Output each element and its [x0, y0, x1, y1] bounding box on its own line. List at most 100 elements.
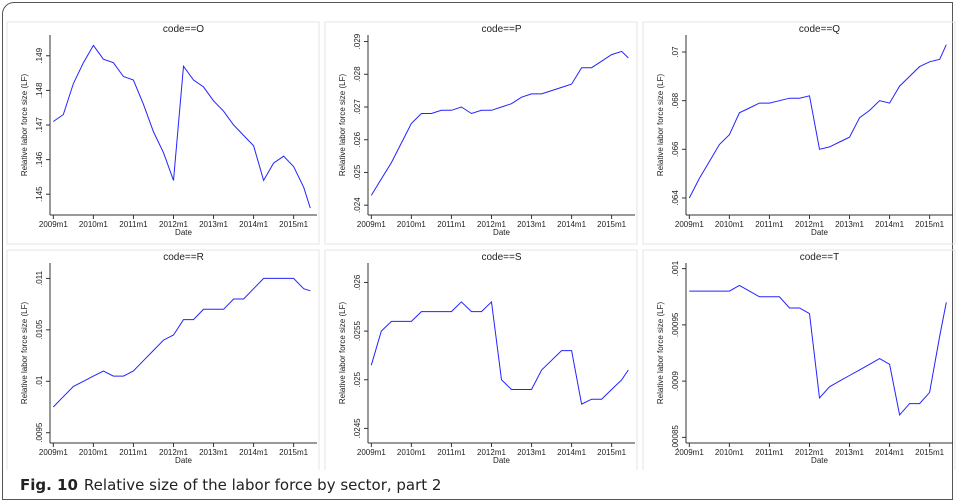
- x-tick-label: 2011m1: [437, 220, 466, 229]
- y-tick-label: .011: [35, 270, 44, 286]
- chart-title: code==T: [800, 252, 839, 263]
- x-tick-label: 2013m1: [517, 220, 546, 229]
- y-tick-label: .00095: [671, 312, 680, 337]
- x-tick-label: 2011m1: [755, 220, 784, 229]
- x-tick-label: 2012m1: [477, 220, 506, 229]
- data-line: [53, 44, 311, 209]
- x-tick-label: 2009m1: [357, 448, 386, 457]
- x-tick-label: 2012m1: [159, 448, 188, 457]
- y-tick-label: .066: [671, 141, 680, 157]
- data-line: [370, 300, 629, 405]
- x-tick-label: 2014m1: [239, 448, 268, 457]
- x-axis-label: Date: [493, 456, 510, 465]
- x-tick-label: 2013m1: [835, 220, 864, 229]
- y-axis-label: Relative labor force size (LF): [20, 302, 29, 405]
- y-axis-label: Relative labor force size (LF): [338, 74, 347, 177]
- y-tick-label: .026: [353, 274, 362, 290]
- y-tick-label: .028: [353, 66, 362, 82]
- y-tick-label: .068: [671, 92, 680, 108]
- x-tick-label: 2009m1: [39, 448, 68, 457]
- panel-frame: [6, 249, 320, 470]
- caption-text: Relative size of the labor force by sect…: [83, 476, 442, 494]
- panel: code==S .0245 .025 .0255 .026 2009m1 2010m1 201…: [324, 249, 638, 470]
- x-tick-label: 2010m1: [397, 448, 426, 457]
- data-line: [688, 44, 947, 199]
- x-tick-label: 2010m1: [79, 220, 108, 229]
- chart-title: code==P: [481, 24, 521, 35]
- panel-frame: [324, 21, 638, 245]
- y-tick-label: .146: [35, 151, 44, 167]
- x-tick-label: 2014m1: [557, 448, 586, 457]
- y-tick-label: .01: [35, 375, 44, 387]
- x-tick-label: 2015m1: [597, 220, 626, 229]
- x-tick-label: 2009m1: [675, 220, 704, 229]
- x-tick-label: 2015m1: [915, 220, 944, 229]
- y-axis-label: Relative labor force size (LF): [656, 302, 665, 405]
- y-tick-label: .0245: [353, 418, 362, 439]
- x-tick-label: 2014m1: [875, 448, 904, 457]
- x-tick-label: 2015m1: [597, 448, 626, 457]
- x-tick-label: 2010m1: [79, 448, 108, 457]
- x-tick-label: 2015m1: [279, 220, 308, 229]
- y-tick-label: .026: [353, 131, 362, 147]
- y-tick-label: .0095: [35, 422, 44, 443]
- x-tick-label: 2011m1: [755, 448, 784, 457]
- x-tick-label: 2015m1: [915, 448, 944, 457]
- x-axis-label: Date: [175, 228, 192, 237]
- y-tick-label: .064: [671, 190, 680, 206]
- y-tick-label: .0105: [35, 319, 44, 340]
- x-tick-label: 2009m1: [357, 220, 386, 229]
- caption: Fig. 10 Relative size of the labor force …: [20, 476, 441, 494]
- x-tick-label: 2010m1: [715, 220, 744, 229]
- x-tick-label: 2013m1: [199, 448, 228, 457]
- y-tick-label: .025: [353, 164, 362, 180]
- x-tick-label: 2009m1: [675, 448, 704, 457]
- figure: code==O .145 .146 .147 .148 .149 2009m1 2010m1 2…: [6, 21, 956, 470]
- x-tick-label: 2009m1: [39, 220, 68, 229]
- y-tick-label: .149: [35, 47, 44, 63]
- panel-frame: [6, 21, 320, 245]
- chart-title: code==R: [163, 252, 204, 263]
- panel: code==Q .064 .066 .068 .07 2009m1 2010m1 2011m1…: [642, 21, 956, 245]
- panel-frame: [642, 249, 956, 470]
- x-tick-label: 2013m1: [517, 448, 546, 457]
- panel-frame: [642, 21, 956, 245]
- y-tick-label: .001: [671, 260, 680, 276]
- x-tick-label: 2014m1: [875, 220, 904, 229]
- y-tick-label: .027: [353, 99, 362, 115]
- x-axis-label: Date: [811, 456, 828, 465]
- y-tick-label: .0255: [353, 321, 362, 342]
- panel: code==O .145 .146 .147 .148 .149 2009m1 2010m1 2…: [6, 21, 320, 245]
- x-tick-label: 2012m1: [795, 448, 824, 457]
- y-tick-label: .029: [353, 33, 362, 49]
- y-axis-label: Relative labor force size (LF): [338, 302, 347, 405]
- y-tick-label: .145: [35, 186, 44, 202]
- x-axis-label: Date: [493, 228, 510, 237]
- x-axis-label: Date: [811, 228, 828, 237]
- data-line: [52, 277, 311, 408]
- data-line: [689, 284, 947, 416]
- x-tick-label: 2012m1: [159, 220, 188, 229]
- x-tick-label: 2014m1: [557, 220, 586, 229]
- chart-title: code==S: [481, 252, 521, 263]
- y-tick-label: .0009: [671, 371, 680, 392]
- y-axis-label: Relative labor force size (LF): [20, 74, 29, 177]
- y-tick-label: .147: [35, 117, 44, 133]
- x-tick-label: 2010m1: [397, 220, 426, 229]
- chart-title: code==Q: [799, 24, 840, 35]
- x-tick-label: 2012m1: [795, 220, 824, 229]
- x-tick-label: 2014m1: [239, 220, 268, 229]
- chart-title: code==O: [163, 24, 204, 35]
- y-tick-label: .025: [353, 371, 362, 387]
- y-tick-label: .07: [671, 46, 680, 58]
- x-tick-label: 2013m1: [835, 448, 864, 457]
- x-tick-label: 2011m1: [119, 220, 148, 229]
- y-tick-label: .00085: [671, 425, 680, 450]
- panel: code==R .0095 .01 .0105 .011 2009m1 2010m1 2011…: [6, 249, 320, 470]
- x-axis-label: Date: [175, 456, 192, 465]
- panel: code==T .00085 .0009 .00095 .001 2009m1 2010m1…: [642, 249, 956, 470]
- caption-label: Fig. 10: [20, 476, 78, 494]
- x-tick-label: 2011m1: [119, 448, 148, 457]
